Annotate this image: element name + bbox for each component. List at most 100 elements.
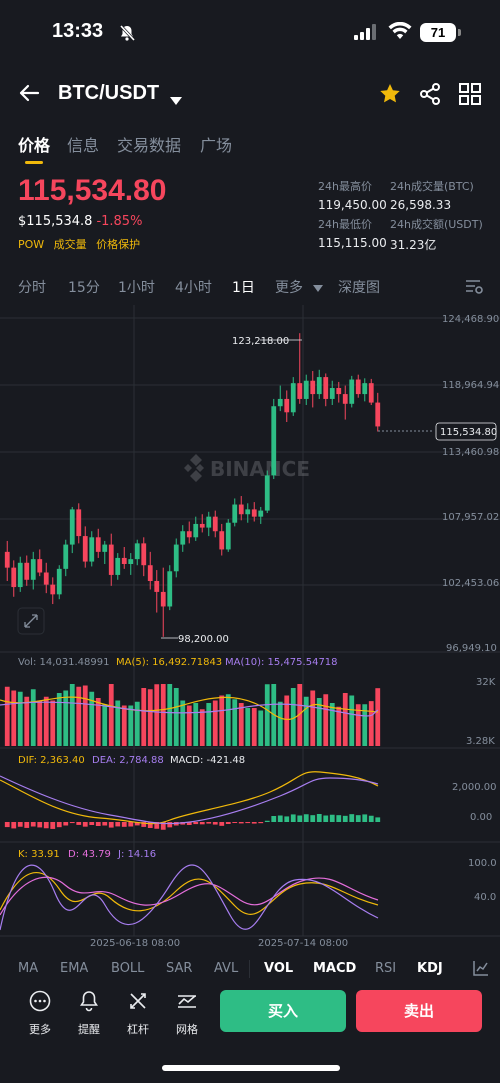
macd-bar	[297, 815, 303, 822]
candlesticks	[4, 333, 381, 637]
candle-body	[323, 377, 329, 399]
candle-body	[173, 544, 179, 572]
macd-bar	[303, 814, 309, 822]
caret-down-icon[interactable]	[170, 90, 182, 109]
stat-label: 24h成交量(BTC)	[390, 180, 474, 193]
indicator-boll[interactable]: BOLL	[111, 961, 145, 976]
volume-bar	[115, 700, 121, 746]
macd-bar	[375, 817, 381, 822]
volume-bar	[323, 694, 329, 746]
candle-body	[154, 580, 160, 592]
buy-button[interactable]: 买入	[220, 990, 346, 1032]
volume-bar	[284, 695, 290, 746]
kdj-legend-j: J: 14.16	[117, 849, 156, 860]
status-bar: 13:33 71	[0, 0, 500, 68]
volume-bar	[167, 684, 173, 746]
tab-info[interactable]: 信息	[67, 136, 100, 155]
volume-bar	[186, 705, 192, 746]
macd-bar	[141, 822, 147, 827]
volume-bar	[160, 684, 166, 746]
leverage-icon	[130, 993, 146, 1009]
price-change: -1.85%	[96, 214, 143, 229]
stat-24h-high: 24h最高价 119,450.00	[318, 178, 387, 212]
interval-1d[interactable]: 1日	[232, 280, 255, 296]
volume-bar	[17, 691, 23, 746]
caret-down-icon[interactable]	[313, 280, 323, 296]
vol-legend: Vol: 14,031.48991 MA(5): 16,492.71843 MA…	[18, 657, 496, 747]
candle-body	[89, 537, 95, 562]
macd-axis-top: 2,000.00	[452, 782, 497, 793]
interval-depth[interactable]: 深度图	[338, 280, 380, 296]
wifi-icon	[388, 21, 412, 44]
tab-price[interactable]: 价格	[18, 136, 51, 155]
price-axis-label: 124,468.90	[442, 314, 499, 325]
tag-price-protection[interactable]: 价格保护	[96, 238, 141, 251]
kdj-axis-top: 100.0	[468, 858, 497, 869]
indicator-sar[interactable]: SAR	[166, 961, 193, 976]
indicator-chart-icon[interactable]	[472, 959, 490, 981]
share-icon[interactable]	[418, 82, 442, 110]
candle-body	[147, 565, 153, 581]
volume-bar	[362, 704, 368, 746]
status-time: 13:33	[52, 20, 104, 42]
stat-label: 24h最低价	[318, 218, 372, 231]
price-axis-label: 102,453.06	[442, 578, 499, 589]
bottom-action-bar: 更多 提醒 杠杆 网格 买入 卖出	[0, 984, 500, 1054]
kline-chart[interactable]: BINANCE 123,218.00 98,200.00 115,534.80 …	[0, 305, 500, 957]
indicator-rsi[interactable]: RSI	[375, 961, 397, 976]
indicator-divider	[249, 960, 250, 978]
leverage-button[interactable]: 杠杆	[118, 990, 158, 1037]
volume-bar	[141, 688, 147, 746]
indicator-avl[interactable]: AVL	[214, 961, 239, 976]
tag-pow[interactable]: POW	[18, 238, 45, 251]
interval-time[interactable]: 分时	[18, 280, 46, 296]
back-arrow-icon[interactable]	[18, 82, 40, 108]
alert-button[interactable]: 提醒	[69, 990, 109, 1037]
low-annotation: 98,200.00	[161, 634, 229, 645]
volume-bar	[277, 701, 283, 746]
stat-value: 115,115.00	[318, 236, 387, 250]
candle-body	[76, 509, 82, 537]
volume-bar	[349, 695, 355, 746]
favorite-star-icon[interactable]	[378, 82, 402, 110]
volume-bar	[95, 698, 101, 746]
grid-trading-button[interactable]: 网格	[167, 990, 207, 1037]
trading-pair-title[interactable]: BTC/USDT	[58, 82, 160, 104]
interval-15m[interactable]: 15分	[68, 280, 100, 296]
more-label: 更多	[29, 1023, 51, 1036]
grid-layout-icon[interactable]	[459, 83, 481, 109]
indicator-ema[interactable]: EMA	[60, 961, 89, 976]
candle-body	[43, 572, 49, 585]
macd-bar	[336, 815, 342, 822]
candle-body	[17, 562, 23, 588]
macd-bar	[368, 815, 374, 822]
vol-legend-vol: Vol: 14,031.48991	[18, 657, 110, 668]
volume-bar	[303, 696, 309, 746]
macd-bar	[134, 822, 140, 826]
macd-bar	[17, 822, 23, 827]
tab-square[interactable]: 广场	[200, 136, 233, 155]
bell-icon	[80, 991, 98, 1012]
indicator-vol[interactable]: VOL	[264, 961, 294, 976]
usd-value-line: $115,534.8 -1.85%	[18, 214, 142, 229]
candle-body	[212, 516, 218, 532]
tag-volume[interactable]: 成交量	[53, 238, 87, 251]
chart-settings-icon[interactable]	[464, 276, 484, 300]
tab-trading-data[interactable]: 交易数据	[117, 136, 182, 155]
interval-1h[interactable]: 1小时	[118, 280, 155, 296]
indicator-kdj[interactable]: KDJ	[417, 961, 443, 976]
indicator-ma[interactable]: MA	[18, 961, 39, 976]
stat-label: 24h最高价	[318, 180, 372, 193]
indicator-macd[interactable]: MACD	[313, 961, 357, 976]
interval-more[interactable]: 更多	[275, 280, 303, 296]
volume-bar	[24, 696, 30, 746]
sell-button[interactable]: 卖出	[356, 990, 482, 1032]
usd-value: $115,534.8	[18, 214, 93, 229]
interval-4h[interactable]: 4小时	[175, 280, 212, 296]
macd-bar	[128, 822, 134, 827]
volume-bar	[290, 688, 296, 746]
macd-bar	[115, 822, 121, 827]
more-button[interactable]: 更多	[20, 990, 60, 1037]
macd-lines	[0, 771, 379, 825]
candle-body	[264, 475, 270, 511]
